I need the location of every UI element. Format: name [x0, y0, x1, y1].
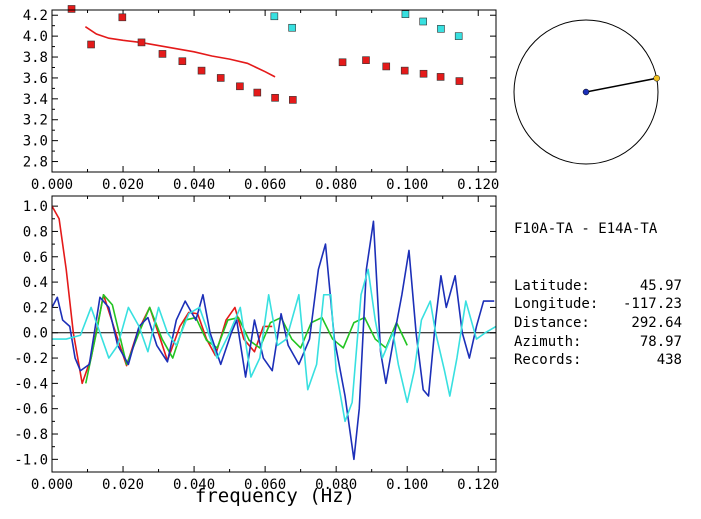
- info-value: -117.23: [622, 296, 682, 313]
- info-row: Longitude: -117.23: [514, 295, 694, 314]
- info-label: Records:: [514, 352, 582, 369]
- scatter-point: [178, 57, 187, 66]
- y-tick-label: 0.0: [23, 326, 48, 342]
- scatter-point: [137, 38, 146, 47]
- series-line: [52, 268, 496, 423]
- x-tick-label: 0.040: [173, 477, 215, 493]
- station-info: F10A-TA - E14A-TA Latitude: 45.97 Longitud…: [514, 183, 694, 389]
- station-dot: [582, 88, 590, 96]
- scatter-point: [67, 5, 76, 13]
- azimuth-ring: [513, 19, 659, 165]
- x-tick-label: 0.120: [457, 177, 499, 193]
- azimuth-line: [585, 77, 657, 93]
- x-tick-label: 0.020: [102, 477, 144, 493]
- scatter-point: [289, 96, 297, 104]
- y-tick-label: 0.6: [23, 250, 48, 266]
- x-tick-label: 0.120: [457, 477, 499, 493]
- scatter-point: [400, 66, 409, 75]
- x-tick-label: 0.000: [31, 477, 73, 493]
- x-tick-label: 0.060: [244, 177, 286, 193]
- y-tick-label: 0.2: [23, 300, 48, 316]
- x-tick-label: 0.080: [315, 477, 357, 493]
- info-label: Longitude:: [514, 296, 599, 313]
- y-tick-label: 3.8: [23, 50, 48, 66]
- info-rows: Latitude: 45.97 Longitude: -117.23 Distance:…: [514, 277, 694, 371]
- series-line: [52, 220, 495, 461]
- y-tick-label: -0.8: [14, 427, 48, 443]
- plot-frame: [51, 195, 497, 473]
- series-line: [84, 293, 408, 384]
- fit-line: [84, 26, 276, 78]
- top-panel-scatter: 2.8 3.0 3.2 3.4 3.6 3.8 4.0 4.2 0.000 0.020 0.040 0…: [23, 5, 499, 193]
- x-tick-label: 0.080: [315, 177, 357, 193]
- info-value: 438: [656, 352, 682, 369]
- y-tick-label: 4.2: [23, 8, 48, 24]
- y-tick-label: -0.2: [14, 351, 48, 367]
- plot-frame: [51, 9, 497, 173]
- y-tick-label: 3.4: [23, 92, 48, 108]
- scatter-point: [236, 82, 244, 91]
- y-tick-label: 4.0: [23, 29, 48, 45]
- scatter-point: [158, 50, 167, 58]
- info-row: Records: 438: [514, 351, 694, 370]
- info-row: Azimuth: 78.97: [514, 333, 694, 352]
- scatter-point: [455, 77, 464, 85]
- scatter-point: [270, 12, 279, 21]
- y-tick-label: -0.6: [14, 402, 48, 418]
- series-line: [52, 205, 273, 385]
- y-tick-label: -1.0: [14, 452, 48, 468]
- station-pair: F10A-TA - E14A-TA: [514, 221, 658, 238]
- y-tick-label: 0.4: [23, 275, 48, 291]
- scatter-point: [197, 66, 206, 75]
- y-tick-label: 1.0: [23, 199, 48, 215]
- scatter-point: [253, 88, 262, 97]
- x-tick-label: 0.040: [173, 177, 215, 193]
- x-tick-label: 0.100: [386, 477, 428, 493]
- scatter-point: [419, 69, 428, 78]
- x-tick-label: 0.000: [31, 177, 73, 193]
- x-tick-label: 0.020: [102, 177, 144, 193]
- y-tick-label: 3.2: [23, 113, 48, 129]
- scatter-point: [271, 93, 279, 102]
- info-value: 292.64: [631, 314, 682, 331]
- y-tick-label: 0.8: [23, 224, 48, 240]
- info-row: Distance: 292.64: [514, 314, 694, 333]
- scatter-point: [362, 56, 370, 64]
- info-value: 78.97: [639, 333, 682, 350]
- scatter-point: [338, 58, 347, 67]
- scatter-point: [454, 32, 463, 40]
- info-value: 45.97: [639, 277, 682, 294]
- y-tick-label: 2.8: [23, 155, 48, 171]
- azimuth-circle: [513, 19, 660, 165]
- scatter-point: [401, 10, 410, 18]
- x-axis-label: frequency (Hz): [195, 485, 355, 507]
- y-tick-label: 3.0: [23, 134, 48, 150]
- scatter-point: [419, 17, 427, 26]
- info-row: Latitude: 45.97: [514, 277, 694, 296]
- info-label: Azimuth:: [514, 333, 582, 350]
- info-label: Latitude:: [514, 277, 590, 294]
- scatter-point: [436, 73, 445, 81]
- scatter-point: [216, 74, 225, 82]
- scatter-point: [382, 62, 391, 71]
- bottom-panel-line: 1.0 0.8 0.6 0.4 0.2 0.0 -0.2 -0.4 -0.6 -0.8 -1.0 0.…: [14, 195, 499, 493]
- scatter-point: [437, 25, 445, 33]
- y-tick-label: -0.4: [14, 376, 48, 392]
- x-tick-label: 0.100: [386, 177, 428, 193]
- x-tick-label: 0.060: [244, 477, 286, 493]
- info-label: Distance:: [514, 314, 590, 331]
- target-dot: [653, 74, 660, 82]
- scatter-point: [87, 40, 95, 49]
- y-tick-label: 3.6: [23, 71, 48, 87]
- scatter-point: [288, 23, 296, 32]
- scatter-point: [118, 13, 127, 22]
